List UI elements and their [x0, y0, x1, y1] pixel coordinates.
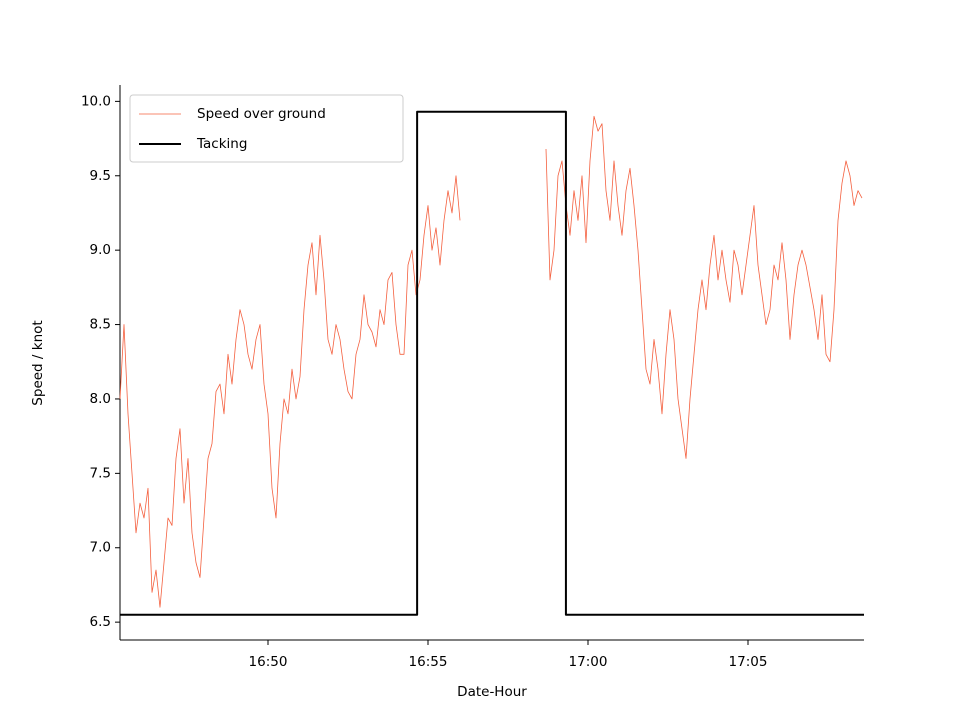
y-tick-label: 9.5	[90, 168, 111, 184]
y-tick-label: 10.0	[81, 93, 111, 109]
y-tick-label: 8.5	[90, 317, 111, 333]
x-axis-label: Date-Hour	[457, 684, 527, 700]
x-tick-label: 17:05	[729, 654, 768, 670]
series-line	[119, 115, 863, 608]
legend-box	[129, 94, 404, 163]
x-tick-label: 16:50	[249, 654, 288, 670]
legend-label: Speed over ground	[197, 106, 326, 122]
y-axis-label: Speed / knot	[30, 320, 46, 405]
series-line	[120, 110, 864, 616]
y-tick-label: 8.0	[90, 391, 111, 407]
legend-label: Tacking	[196, 136, 247, 152]
y-tick-label: 6.5	[90, 614, 111, 630]
x-tick-label: 17:00	[569, 654, 608, 670]
y-tick-label: 9.0	[90, 242, 111, 258]
x-tick-label: 16:55	[409, 654, 448, 670]
y-tick-label: 7.0	[90, 540, 111, 556]
y-tick-label: 7.5	[90, 465, 111, 481]
